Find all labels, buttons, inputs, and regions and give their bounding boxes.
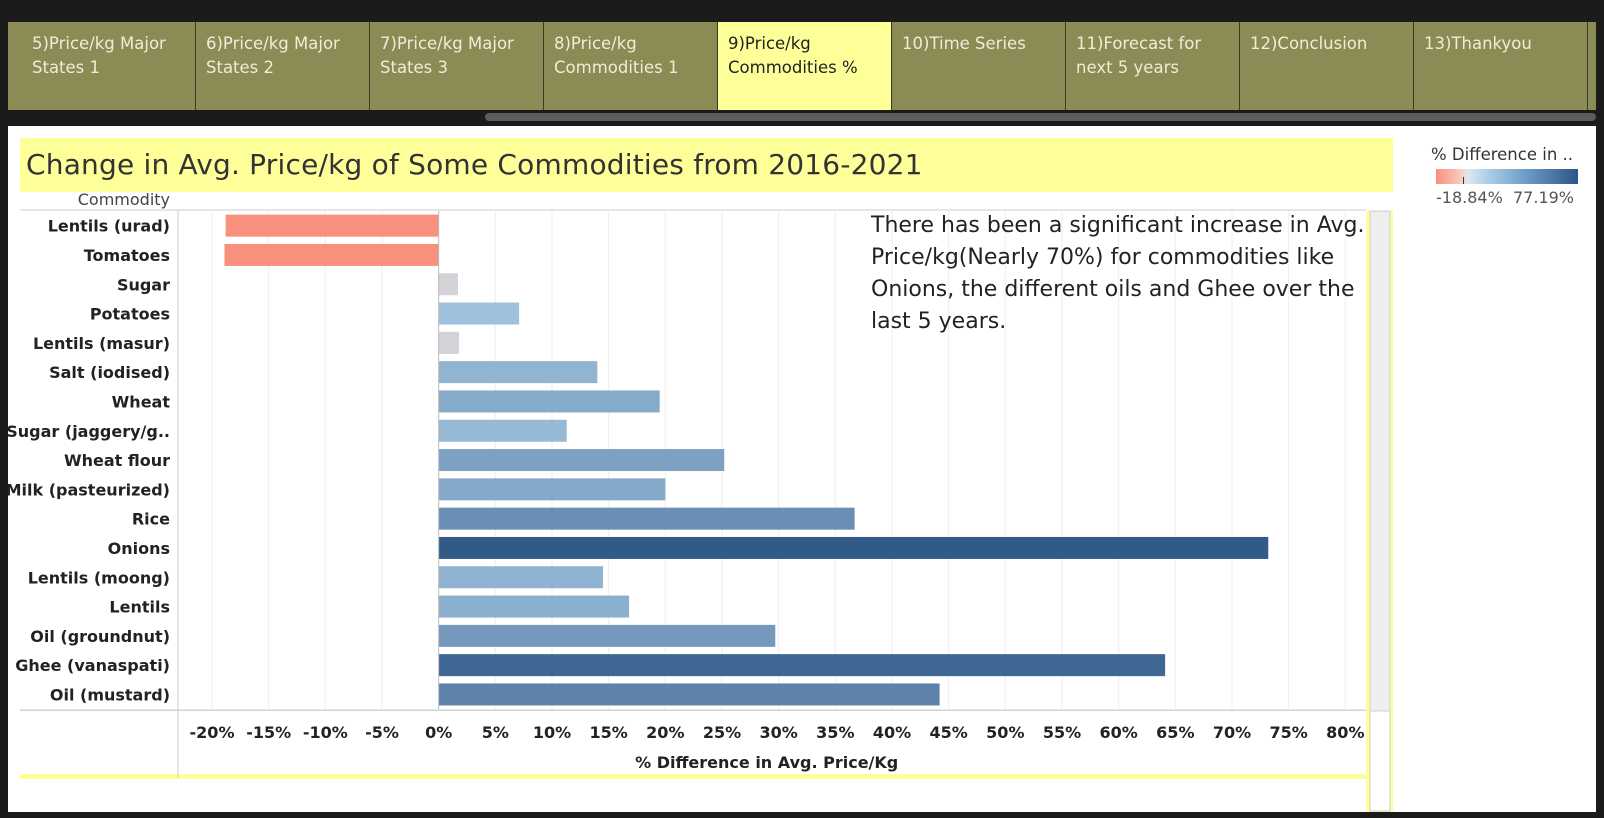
- x-tick-label: 30%: [760, 723, 798, 742]
- chart-title: Change in Avg. Price/kg of Some Commodit…: [26, 148, 923, 181]
- tab-time-series[interactable]: 10)Time Series: [892, 22, 1066, 110]
- bar-sugar[interactable]: [438, 273, 458, 296]
- x-axis-title: % Difference in Avg. Price/Kg: [635, 753, 898, 772]
- bar-rice[interactable]: [438, 507, 855, 530]
- x-tick-label: 45%: [930, 723, 968, 742]
- bar-lentils[interactable]: [438, 595, 630, 618]
- x-tick-label: 55%: [1043, 723, 1081, 742]
- bar-tomatoes[interactable]: [224, 243, 439, 266]
- x-tick-label: 75%: [1270, 723, 1308, 742]
- x-tick-label: 80%: [1326, 723, 1364, 742]
- category-label: Milk (pasteurized): [8, 480, 170, 499]
- tab-scrollbar-thumb[interactable]: [485, 113, 1596, 121]
- bar-chart: Commodity Lentils (urad) Tomatoes Sugar Pota…: [8, 190, 1393, 812]
- bar-wheat[interactable]: [438, 390, 660, 413]
- vertical-scrollbar-track[interactable]: [1369, 710, 1391, 812]
- category-label: Sugar (jaggery/g..: [8, 422, 170, 441]
- category-label: Tomatoes: [84, 246, 170, 265]
- tab-strip-stub: [8, 22, 23, 110]
- category-label: Wheat: [112, 392, 171, 411]
- category-label: Lentils (masur): [33, 334, 170, 353]
- bar-salt-iodised-[interactable]: [438, 361, 598, 384]
- x-tick-label: 60%: [1100, 723, 1138, 742]
- tab-price-kg-major-states-1[interactable]: 5)Price/kg Major States 1: [22, 22, 196, 110]
- tab-conclusion[interactable]: 12)Conclusion: [1240, 22, 1414, 110]
- x-tick-label: 65%: [1156, 723, 1194, 742]
- category-label: Oil (mustard): [50, 685, 170, 704]
- sheet-tab-strip: 5)Price/kg Major States 1 6)Price/kg Maj…: [8, 22, 1596, 110]
- x-tick-label: 15%: [590, 723, 628, 742]
- x-tick-label: 35%: [816, 723, 854, 742]
- category-label: Oil (groundnut): [30, 627, 170, 646]
- legend-zero-tick: [1463, 177, 1464, 184]
- title-bar: Change in Avg. Price/kg of Some Commodit…: [20, 138, 1393, 192]
- category-label: Onions: [108, 539, 170, 558]
- bar-potatoes[interactable]: [438, 302, 520, 325]
- bar-oil-groundnut-[interactable]: [438, 624, 776, 647]
- tab-price-kg-major-states-3[interactable]: 7)Price/kg Major States 3: [370, 22, 544, 110]
- bar-sugar-jaggery-g-[interactable]: [438, 419, 567, 442]
- x-tick-label: 50%: [986, 723, 1024, 742]
- category-label: Lentils: [109, 598, 170, 617]
- color-legend-bar[interactable]: [1436, 169, 1578, 184]
- tab-price-kg-commodities-percent[interactable]: 9)Price/kg Commodities %: [718, 22, 892, 110]
- category-label: Sugar: [117, 275, 170, 294]
- legend-max-label: 77.19%: [1513, 188, 1575, 207]
- category-label: Lentils (moong): [28, 568, 170, 587]
- category-label: Ghee (vanaspati): [15, 656, 170, 675]
- commodity-column-header: Commodity: [78, 190, 170, 209]
- legend-title: % Difference in ..: [1431, 145, 1574, 164]
- tab-price-kg-commodities-1[interactable]: 8)Price/kg Commodities 1: [544, 22, 718, 110]
- x-tick-label: -10%: [303, 723, 348, 742]
- x-tick-label: 10%: [533, 723, 571, 742]
- x-tick-label: 5%: [482, 723, 509, 742]
- bar-lentils-urad-[interactable]: [225, 214, 439, 237]
- tab-price-kg-major-states-2[interactable]: 6)Price/kg Major States 2: [196, 22, 370, 110]
- x-tick-label: 40%: [873, 723, 911, 742]
- x-tick-label: 0%: [425, 723, 452, 742]
- bar-ghee-vanaspati-[interactable]: [438, 654, 1166, 677]
- legend-min-label: -18.84%: [1436, 188, 1503, 207]
- bar-lentils-moong-[interactable]: [438, 566, 603, 589]
- x-tick-label: 25%: [703, 723, 741, 742]
- dashboard: Change in Avg. Price/kg of Some Commodit…: [8, 126, 1596, 812]
- category-label: Salt (iodised): [49, 363, 170, 382]
- bottom-strip: [20, 774, 1366, 779]
- bar-milk-pasteurized-[interactable]: [438, 478, 666, 501]
- bar-onions[interactable]: [438, 536, 1269, 559]
- x-tick-label: -20%: [190, 723, 235, 742]
- bar-oil-mustard-[interactable]: [438, 683, 940, 706]
- category-label: Wheat flour: [64, 451, 170, 470]
- tab-forecast[interactable]: 11)Forecast for next 5 years: [1066, 22, 1240, 110]
- x-tick-label: -5%: [365, 723, 399, 742]
- annotation-text: There has been a significant increase in…: [871, 213, 1365, 334]
- x-tick-label: 70%: [1213, 723, 1251, 742]
- category-label: Potatoes: [90, 305, 170, 324]
- tab-thankyou[interactable]: 13)Thankyou: [1414, 22, 1588, 110]
- x-tick-label: 20%: [646, 723, 684, 742]
- category-label: Rice: [132, 510, 170, 529]
- bar-lentils-masur-[interactable]: [438, 331, 460, 354]
- category-label: Lentils (urad): [48, 217, 170, 236]
- bar-wheat-flour[interactable]: [438, 449, 725, 472]
- x-tick-label: -15%: [246, 723, 291, 742]
